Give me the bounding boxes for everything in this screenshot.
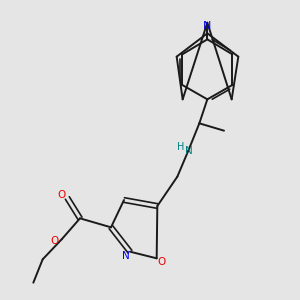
Text: O: O [50, 236, 58, 246]
Text: O: O [57, 190, 65, 200]
Text: N: N [185, 146, 193, 156]
Text: N: N [203, 21, 212, 31]
Text: O: O [158, 257, 166, 267]
Text: H: H [177, 142, 185, 152]
Text: N: N [122, 251, 130, 261]
